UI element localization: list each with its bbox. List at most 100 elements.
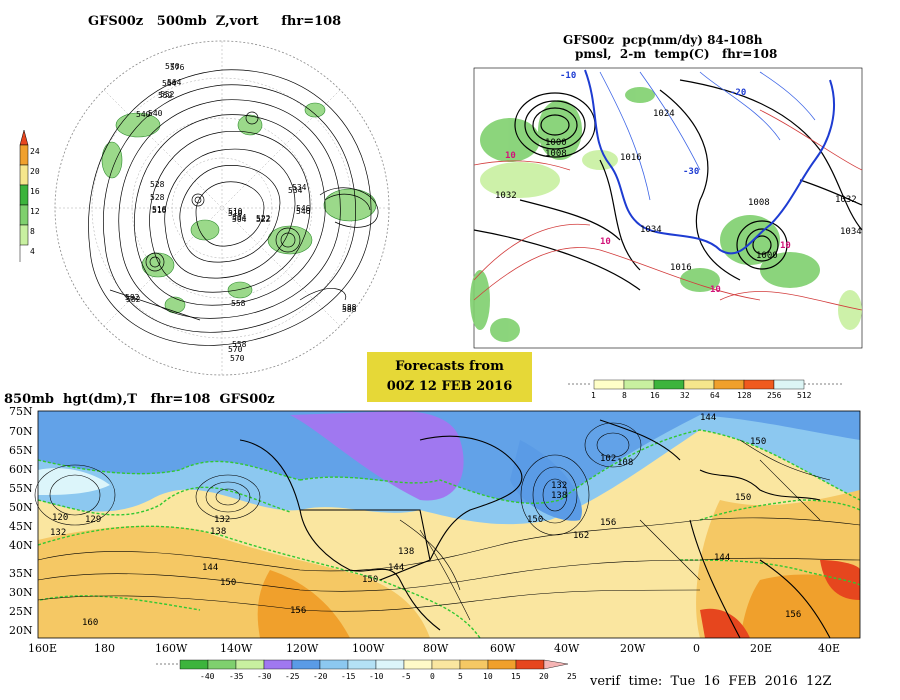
lat-label: 35N bbox=[9, 567, 33, 580]
svg-text:132: 132 bbox=[214, 515, 230, 525]
polar-stereographic-map: 576 564 552 540 528 516 504 510 522 534 … bbox=[54, 40, 390, 376]
svg-text:564: 564 bbox=[162, 79, 177, 88]
svg-text:504: 504 bbox=[232, 213, 247, 222]
temp-tick: -40 bbox=[200, 672, 215, 681]
lat-label: 70N bbox=[9, 425, 33, 438]
contour-label: 528 bbox=[150, 180, 165, 189]
contour-label: 570 bbox=[230, 354, 245, 363]
svg-text:144: 144 bbox=[388, 563, 404, 573]
svg-text:102: 102 bbox=[600, 454, 616, 464]
svg-text:132: 132 bbox=[551, 481, 567, 491]
svg-text:588: 588 bbox=[342, 305, 357, 314]
lat-label: 25N bbox=[9, 605, 33, 618]
lon-label: 180 bbox=[94, 642, 115, 655]
lat-label: 20N bbox=[9, 624, 33, 637]
lat-label: 40N bbox=[9, 539, 33, 552]
lon-label: 140W bbox=[220, 642, 253, 655]
forecast-info-box: Forecasts from 00Z 12 FEB 2016 bbox=[367, 352, 532, 402]
contour-label: 516 bbox=[152, 206, 167, 215]
temp-tick: -5 bbox=[401, 672, 411, 681]
temp-tick: -30 bbox=[257, 672, 272, 681]
svg-text:570: 570 bbox=[228, 345, 243, 354]
precip-tick: 8 bbox=[622, 391, 627, 400]
svg-text:120: 120 bbox=[52, 513, 68, 523]
contour-label: 510 bbox=[228, 207, 243, 216]
lon-label: 40W bbox=[554, 642, 580, 655]
precip-title-line2: pmsl, 2-m temp(C) fhr=108 bbox=[575, 47, 778, 61]
svg-text:10: 10 bbox=[710, 285, 721, 295]
svg-text:10: 10 bbox=[780, 241, 791, 251]
svg-text:132: 132 bbox=[50, 528, 66, 538]
precip-panel: 1000 1008 1016 1024 1032 1034 1000 1008 … bbox=[470, 67, 863, 349]
svg-text:1000: 1000 bbox=[545, 138, 567, 148]
lon-label: 40E bbox=[818, 642, 841, 655]
svg-text:150: 150 bbox=[362, 575, 378, 585]
svg-text:522: 522 bbox=[256, 215, 271, 224]
contour-label: 534 bbox=[288, 186, 303, 195]
svg-text:1008: 1008 bbox=[545, 149, 567, 159]
lon-label: 160E bbox=[28, 642, 58, 655]
svg-text:1032: 1032 bbox=[835, 195, 857, 205]
lon-label: 100W bbox=[352, 642, 385, 655]
precip-tick: 512 bbox=[797, 391, 812, 400]
temp-tick: -20 bbox=[313, 672, 328, 681]
polar-colorbar-tick: 8 bbox=[30, 227, 35, 236]
svg-text:156: 156 bbox=[600, 518, 616, 528]
precip-tick: 16 bbox=[650, 391, 660, 400]
precip-tick: 32 bbox=[680, 391, 690, 400]
svg-text:150: 150 bbox=[220, 578, 236, 588]
svg-text:-20: -20 bbox=[730, 88, 746, 98]
lon-label: 160W bbox=[155, 642, 188, 655]
precip-colorbar bbox=[568, 379, 842, 390]
svg-text:150: 150 bbox=[735, 493, 751, 503]
svg-text:150: 150 bbox=[750, 437, 766, 447]
forecast-line1: Forecasts from bbox=[395, 359, 504, 374]
svg-text:144: 144 bbox=[202, 563, 218, 573]
svg-text:528: 528 bbox=[150, 193, 165, 202]
svg-text:1000: 1000 bbox=[756, 251, 778, 261]
svg-text:576: 576 bbox=[170, 63, 185, 72]
svg-text:540: 540 bbox=[148, 109, 163, 118]
svg-text:1032: 1032 bbox=[495, 191, 517, 201]
polar-panel-title: GFS00z 500mb Z,vort fhr=108 bbox=[88, 14, 342, 29]
lat-label: 65N bbox=[9, 444, 33, 457]
lon-label: 60W bbox=[490, 642, 516, 655]
temp-tick: 15 bbox=[511, 672, 521, 681]
precip-tick: 256 bbox=[767, 391, 782, 400]
contour-label: 576 bbox=[165, 62, 180, 71]
temp-tick: -35 bbox=[229, 672, 244, 681]
svg-text:1034: 1034 bbox=[640, 225, 662, 235]
svg-text:160: 160 bbox=[82, 618, 98, 628]
svg-text:162: 162 bbox=[573, 531, 589, 541]
precip-tick: 64 bbox=[710, 391, 720, 400]
contour-label: 552 bbox=[160, 90, 175, 99]
contour-label: 504 bbox=[232, 215, 247, 224]
contour-label: 540 bbox=[136, 110, 151, 119]
contour-label: 522 bbox=[256, 214, 271, 223]
lat-label: 55N bbox=[9, 482, 33, 495]
svg-text:-10: -10 bbox=[560, 71, 576, 81]
polar-colorbar-tick: 4 bbox=[30, 247, 35, 256]
svg-text:144: 144 bbox=[714, 553, 730, 563]
temperature-colorbar bbox=[156, 659, 569, 670]
main-panel: 120 129 132 132 138 144 150 156 160 150 … bbox=[34, 410, 861, 639]
lon-label: 20E bbox=[750, 642, 773, 655]
svg-text:582: 582 bbox=[125, 293, 140, 302]
svg-text:10: 10 bbox=[600, 237, 611, 247]
lon-label: 20W bbox=[620, 642, 646, 655]
contour-label: 588 bbox=[342, 303, 357, 312]
lon-label: 0 bbox=[693, 642, 700, 655]
svg-text:1024: 1024 bbox=[653, 109, 675, 119]
temp-tick: 10 bbox=[483, 672, 493, 681]
temp-tick: 20 bbox=[539, 672, 549, 681]
temp-tick: -15 bbox=[341, 672, 356, 681]
polar-colorbar-tick: 20 bbox=[30, 167, 40, 176]
lat-label: 60N bbox=[9, 463, 33, 476]
svg-text:534: 534 bbox=[292, 183, 307, 192]
contour-label: 564 bbox=[167, 78, 182, 87]
svg-text:138: 138 bbox=[551, 491, 567, 501]
contour-label: 546 bbox=[296, 204, 311, 213]
temp-tick: -25 bbox=[285, 672, 300, 681]
polar-colorbar bbox=[19, 129, 29, 262]
